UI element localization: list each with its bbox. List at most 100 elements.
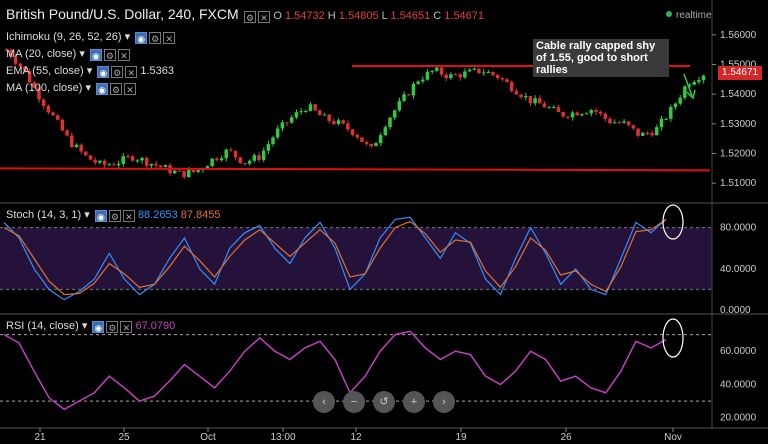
settings-icon[interactable]: ⚙ — [110, 83, 123, 95]
time-tick-label: Nov — [664, 432, 682, 443]
close-icon[interactable]: ✕ — [124, 83, 137, 95]
settings-icon[interactable]: ⚙ — [244, 11, 256, 23]
eye-icon[interactable]: ◉ — [96, 83, 109, 95]
settings-icon[interactable]: ⚙ — [108, 210, 121, 222]
candle-body — [617, 122, 622, 124]
candle-body — [655, 127, 659, 136]
settings-icon[interactable]: ⚙ — [149, 32, 162, 44]
time-tick-label: 26 — [560, 432, 572, 443]
candle-body — [556, 107, 561, 113]
candle-body — [458, 74, 462, 78]
chevron-down-icon[interactable]: ▾ — [85, 82, 92, 94]
candle-body — [678, 97, 682, 104]
candle-body — [247, 160, 252, 164]
price-pane — [0, 47, 711, 179]
scroll-right-button[interactable]: › — [433, 391, 455, 413]
rsi-tick-label: 20.0000 — [720, 413, 757, 424]
chevron-down-icon[interactable]: ▾ — [79, 48, 85, 60]
close-icon[interactable]: ✕ — [120, 321, 133, 333]
candle-body — [575, 112, 579, 116]
symbol-title[interactable]: British Pound/U.S. Dollar, 240, FXCM — [6, 6, 239, 22]
candle-body — [355, 134, 359, 138]
chevron-down-icon[interactable]: ▾ — [86, 65, 93, 77]
candle-body — [608, 118, 612, 124]
stoch-tick-label: 80.0000 — [720, 223, 757, 234]
candle-body — [584, 113, 589, 115]
candle-body — [32, 82, 37, 88]
candle-body — [622, 121, 626, 123]
candle-body — [467, 69, 472, 72]
candle-body — [327, 114, 331, 122]
candle-body — [416, 81, 420, 84]
candle-body — [140, 157, 144, 161]
eye-icon[interactable]: ◉ — [92, 321, 105, 333]
candle-body — [243, 163, 247, 165]
reset-button[interactable]: ↺ — [373, 391, 395, 413]
price-tick-label: 1.55000 — [720, 60, 757, 71]
candle-body — [299, 111, 303, 113]
rsi-legend[interactable]: RSI (14, close) ▾ ◉ ⚙ ✕ 67.0790 — [6, 320, 176, 333]
ema-value: 1.5363 — [140, 65, 175, 77]
candle-body — [552, 107, 556, 109]
rsi-tick-label: 60.0000 — [720, 346, 757, 357]
close-icon[interactable]: ✕ — [125, 66, 138, 78]
candle-body — [154, 163, 158, 166]
candle-body — [238, 157, 242, 164]
candle-body — [74, 144, 79, 148]
candle-body — [669, 107, 673, 119]
candle-body — [350, 129, 355, 135]
settings-icon[interactable]: ⚙ — [111, 66, 124, 78]
candle-body — [233, 150, 238, 158]
scroll-left-button[interactable]: ‹ — [313, 391, 335, 413]
candle-body — [383, 127, 388, 136]
close-icon[interactable]: ✕ — [117, 49, 130, 61]
candle-body — [187, 169, 191, 178]
candle-body — [135, 160, 140, 162]
candle-body — [177, 170, 182, 172]
realtime-dot-icon — [666, 11, 672, 17]
zoom-in-button[interactable]: + — [403, 391, 425, 413]
candle-body — [41, 99, 46, 106]
realtime-badge: realtime — [666, 10, 712, 21]
candle-body — [191, 169, 196, 172]
candle-body — [266, 144, 271, 151]
eye-icon[interactable]: ◉ — [89, 49, 102, 61]
zoom-out-button[interactable]: − — [343, 391, 365, 413]
indicator-ema55[interactable]: EMA (55, close) ▾ ◉ ⚙ ✕ 1.5363 — [6, 65, 175, 78]
indicator-ma20[interactable]: MA (20, close) ▾ ◉ ⚙ ✕ — [6, 47, 130, 61]
chevron-down-icon[interactable]: ▾ — [124, 31, 131, 43]
candle-body — [430, 70, 434, 72]
chevron-down-icon[interactable]: ▾ — [84, 209, 90, 221]
candle-body — [580, 113, 584, 116]
candle-body — [631, 125, 636, 129]
time-tick-label: 13:00 — [270, 432, 295, 443]
close-icon[interactable]: ✕ — [122, 210, 135, 222]
indicator-ma100[interactable]: MA (100, close) ▾ ◉ ⚙ ✕ — [6, 81, 137, 95]
candle-body — [172, 170, 177, 174]
eye-icon[interactable]: ◉ — [135, 32, 148, 44]
rsi-value: 67.0790 — [135, 320, 176, 332]
eye-icon[interactable]: ◉ — [94, 210, 107, 222]
indicator-ichimoku[interactable]: Ichimoku (9, 26, 52, 26) ▾ ◉ ⚙ ✕ — [6, 30, 176, 44]
settings-icon[interactable]: ⚙ — [103, 49, 116, 61]
stoch-legend[interactable]: Stoch (14, 3, 1) ▾ ◉ ⚙ ✕ 88.2653 87.8455 — [6, 209, 221, 222]
candle-body — [500, 78, 505, 80]
eye-icon[interactable]: ◉ — [97, 66, 110, 78]
close-icon[interactable]: ✕ — [163, 32, 176, 44]
settings-icon[interactable]: ⚙ — [106, 321, 119, 333]
candle-body — [4, 49, 8, 51]
candle-body — [98, 160, 102, 163]
chevron-down-icon[interactable]: ▾ — [81, 320, 88, 332]
close-icon[interactable]: ✕ — [258, 11, 270, 23]
candle-body — [271, 137, 275, 145]
candle-body — [402, 94, 406, 101]
candle-body — [112, 164, 116, 166]
candle-body — [444, 74, 448, 79]
candle-body — [397, 100, 402, 111]
stoch-d-line — [3, 218, 667, 296]
down-arrow-icon — [683, 73, 693, 97]
candle-body — [589, 109, 593, 114]
candle-body — [116, 163, 121, 166]
candle-body — [701, 75, 706, 81]
candle-body — [229, 149, 233, 151]
